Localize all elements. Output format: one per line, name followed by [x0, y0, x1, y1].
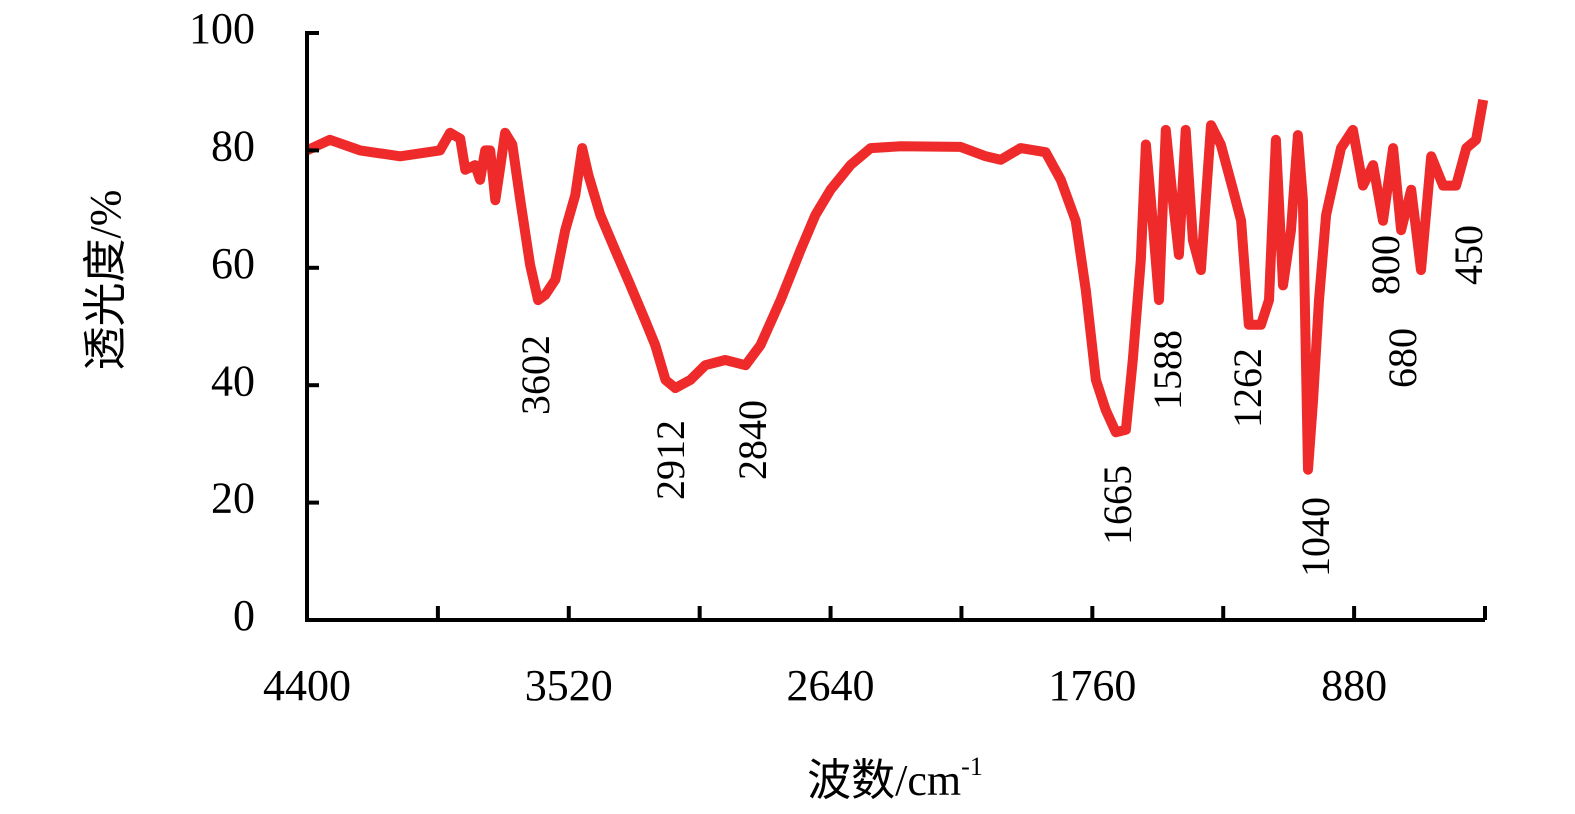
y-tick-label: 0: [233, 591, 255, 640]
y-tick-label: 80: [211, 121, 255, 170]
y-tick-label: 60: [211, 239, 255, 288]
x-axis-label: 波数/cm-1: [807, 752, 983, 805]
peak-label: 450: [1446, 225, 1491, 285]
peak-label: 680: [1380, 328, 1425, 388]
x-tick-label: 1760: [1048, 661, 1136, 710]
peak-label: 2912: [648, 420, 693, 500]
x-axis-label-text: 波数/cm: [807, 756, 961, 805]
peak-label: 1262: [1225, 348, 1270, 428]
peak-label: 800: [1363, 235, 1408, 295]
peak-label: 2840: [730, 400, 775, 480]
x-tick-label: 880: [1321, 661, 1387, 710]
spectrum-line: [304, 99, 1489, 475]
y-axis-label: 透光度/%: [81, 190, 130, 371]
peak-label: 3602: [513, 335, 558, 415]
peak-label: 1665: [1095, 465, 1140, 545]
y-tick-label: 20: [211, 474, 255, 523]
x-tick-label: 4400: [263, 661, 351, 710]
x-tick-label: 3520: [525, 661, 613, 710]
x-axis-label-superscript: -1: [961, 752, 983, 781]
y-tick-label: 100: [189, 4, 255, 53]
peak-label: 1588: [1145, 330, 1190, 410]
x-tick-label: 2640: [787, 661, 875, 710]
y-tick-label: 40: [211, 356, 255, 405]
peak-label: 1040: [1293, 497, 1338, 577]
